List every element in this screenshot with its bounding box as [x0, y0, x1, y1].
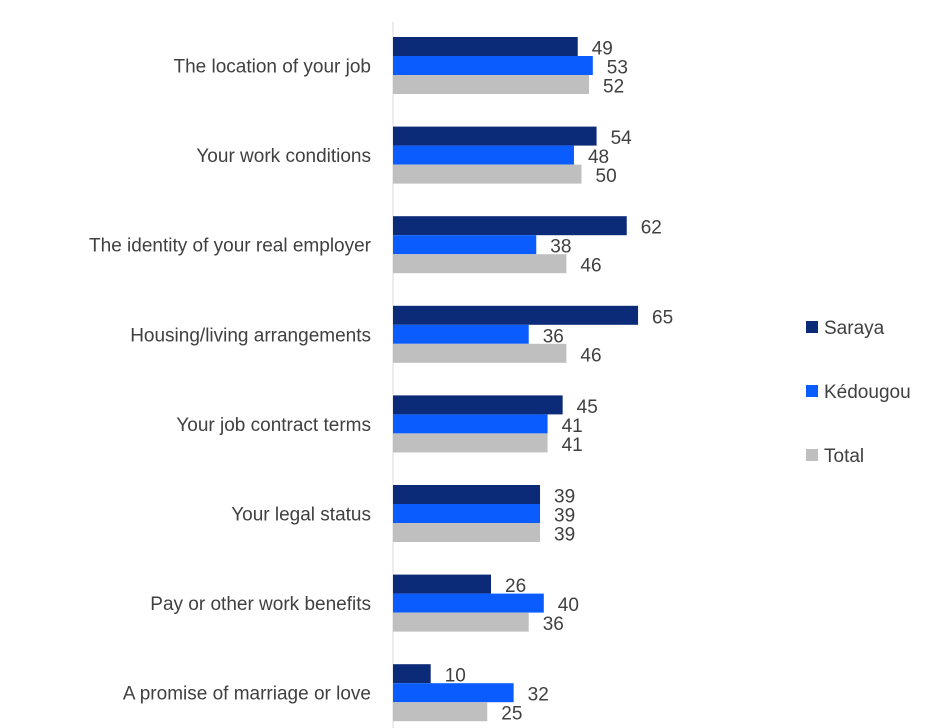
- category-label: Housing/living arrangements: [130, 325, 371, 346]
- data-label: 36: [543, 326, 564, 347]
- category-label: Your job contract terms: [176, 415, 371, 436]
- data-label: 54: [611, 128, 633, 149]
- data-label: 36: [543, 614, 564, 635]
- bar-saraya: [393, 395, 563, 415]
- category-label: The identity of your real employer: [89, 236, 372, 257]
- bar-saraya: [393, 216, 627, 236]
- bar-total: [393, 254, 567, 274]
- data-label: 53: [607, 58, 628, 79]
- category-labels: The location of your job Your work condit…: [89, 57, 372, 705]
- data-label: 25: [501, 704, 522, 725]
- data-label: 26: [505, 576, 526, 597]
- data-label: 41: [562, 416, 583, 437]
- bar-k-dougou: [393, 56, 593, 75]
- bar-k-dougou: [393, 593, 544, 613]
- bar-saraya: [393, 664, 431, 684]
- legend-label: Kédougou: [824, 382, 911, 403]
- bar-k-dougou: [393, 235, 537, 255]
- data-label: 10: [445, 666, 466, 687]
- legend-swatch: [806, 385, 818, 397]
- legend-label: Total: [824, 446, 864, 467]
- bar-total: [393, 523, 541, 542]
- bar-saraya: [393, 37, 578, 56]
- category-label: Your work conditions: [196, 146, 371, 167]
- bars-group: [393, 37, 639, 722]
- data-label: 32: [528, 685, 549, 706]
- bar-total: [393, 702, 488, 722]
- data-label: 38: [550, 237, 571, 258]
- value-labels: 4953525448506238466536464541413939392640…: [445, 39, 673, 725]
- legend-swatch: [806, 321, 818, 333]
- bar-saraya: [393, 126, 597, 146]
- data-label: 49: [592, 39, 613, 60]
- bar-total: [393, 75, 590, 94]
- data-label: 46: [580, 345, 601, 366]
- category-label: A promise of marriage or love: [123, 684, 371, 705]
- category-label: The location of your job: [173, 57, 371, 78]
- bar-k-dougou: [393, 324, 529, 344]
- bar-k-dougou: [393, 145, 574, 165]
- legend: Saraya Kédougou Total: [806, 318, 911, 467]
- data-label: 62: [641, 218, 662, 239]
- data-label: 41: [562, 435, 583, 456]
- data-label: 45: [577, 397, 598, 418]
- bar-total: [393, 612, 529, 632]
- data-label: 39: [554, 487, 575, 508]
- data-label: 46: [580, 256, 601, 277]
- bar-k-dougou: [393, 504, 541, 523]
- data-label: 39: [554, 506, 575, 527]
- bar-saraya: [393, 485, 541, 504]
- bar-k-dougou: [393, 414, 548, 434]
- category-label: Your legal status: [231, 505, 371, 526]
- bar-saraya: [393, 305, 639, 325]
- data-label: 50: [596, 166, 617, 187]
- bar-saraya: [393, 574, 492, 594]
- data-label: 65: [652, 307, 673, 328]
- data-label: 39: [554, 525, 575, 546]
- data-label: 52: [603, 77, 624, 98]
- legend-swatch: [806, 449, 818, 461]
- legend-label: Saraya: [824, 318, 885, 339]
- bar-total: [393, 343, 567, 363]
- data-label: 48: [588, 147, 609, 168]
- category-label: Pay or other work benefits: [150, 594, 371, 615]
- bar-total: [393, 164, 582, 184]
- bar-total: [393, 433, 548, 453]
- bar-k-dougou: [393, 683, 514, 703]
- data-label: 40: [558, 595, 579, 616]
